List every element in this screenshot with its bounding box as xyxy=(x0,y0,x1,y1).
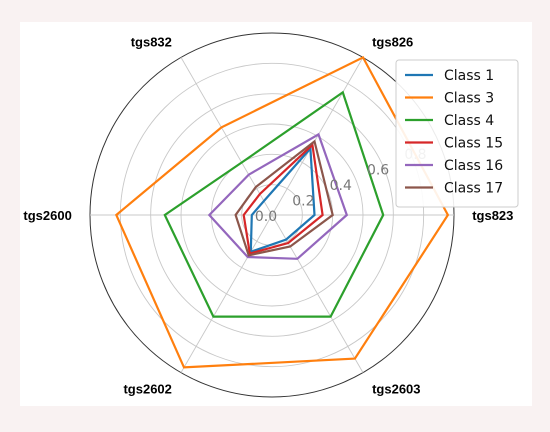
series-line-class-3 xyxy=(114,55,450,369)
radial-tick-label: 0.4 xyxy=(330,178,352,194)
axis-label-tgs826: tgs826 xyxy=(372,35,413,50)
axis-label-tgs832: tgs832 xyxy=(131,35,172,50)
axis-label-tgs823: tgs823 xyxy=(472,208,513,223)
series-line-class-16 xyxy=(207,132,349,260)
legend-entry: Class 4 xyxy=(444,113,494,129)
series-group xyxy=(114,55,450,369)
radial-tick-label: 0.0 xyxy=(255,209,277,225)
radial-tick-label: 0.2 xyxy=(292,194,314,210)
legend-entry: Class 15 xyxy=(444,136,503,152)
legend-entry: Class 16 xyxy=(444,158,503,174)
axis-label-tgs2602: tgs2602 xyxy=(123,381,171,396)
series-line-class-15 xyxy=(242,142,324,255)
grid-spoke xyxy=(271,214,364,373)
axis-label-tgs2603: tgs2603 xyxy=(372,381,420,396)
series-line-class-4 xyxy=(163,90,385,318)
series-line-class-1 xyxy=(249,145,316,254)
axis-label-tgs2600: tgs2600 xyxy=(23,208,71,223)
legend-entry: Class 17 xyxy=(444,181,503,197)
series-line-class-17 xyxy=(234,139,334,257)
legend: Class 1 Class 3 Class 4 Class 15 Class 16 Cla… xyxy=(395,59,519,208)
grid-spoke xyxy=(180,214,273,373)
radial-tick-label: 0.6 xyxy=(367,163,389,179)
legend-entry: Class 3 xyxy=(444,91,494,107)
axis-labels: tgs823 tgs826 tgs832 tgs2600 tgs2602 tgs2603 xyxy=(23,35,513,397)
grid-spoke xyxy=(180,57,273,216)
legend-entry: Class 1 xyxy=(444,68,494,84)
